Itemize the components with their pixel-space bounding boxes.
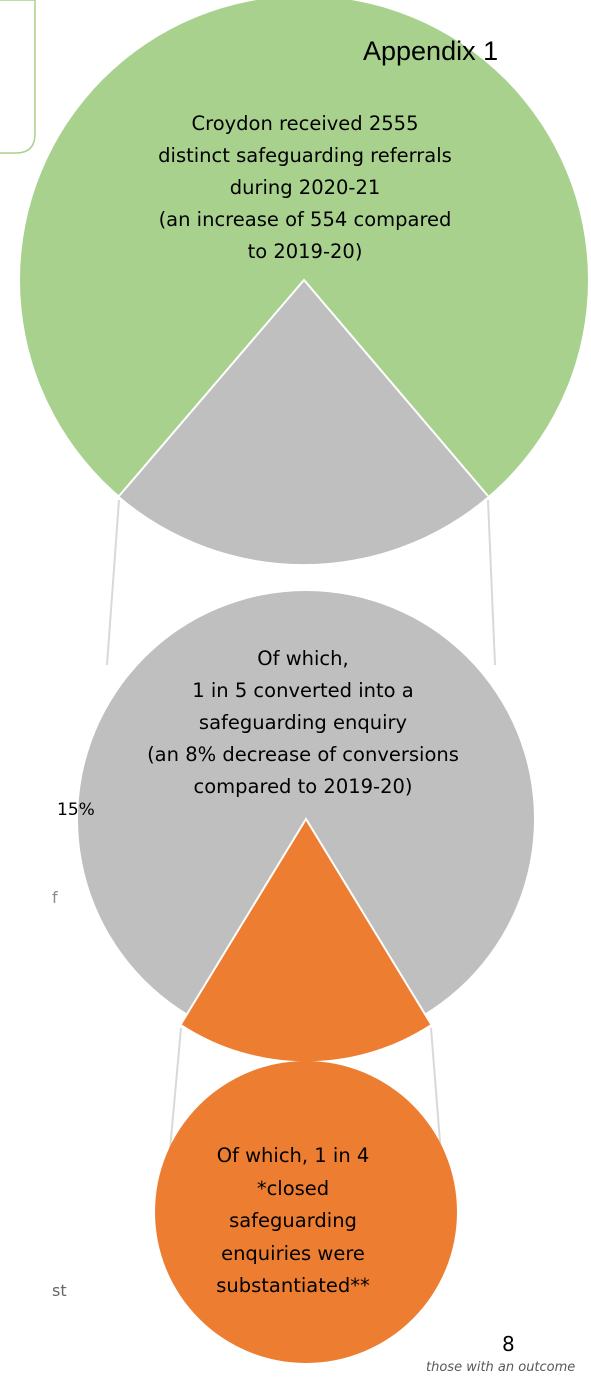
referrals-text-line: distinct safeguarding referrals bbox=[158, 144, 452, 167]
enquiries-text-line: compared to 2019-20) bbox=[193, 775, 413, 798]
enquiries-text-line: 1 in 5 converted into a bbox=[192, 679, 414, 702]
footnote: those with an outcome bbox=[426, 1360, 576, 1375]
wedge-outline bbox=[180, 817, 432, 1025]
enquiry-share-wedge bbox=[119, 280, 488, 565]
substantiated-text-line: safeguarding bbox=[229, 1209, 357, 1232]
connector-line bbox=[487, 499, 496, 666]
substantiated-share-wedge bbox=[181, 819, 431, 1062]
wedge-outline bbox=[118, 278, 489, 497]
referrals-text-line: Croydon received 2555 bbox=[191, 112, 419, 135]
substantiated-text-line: Of which, 1 in 4 bbox=[216, 1144, 370, 1167]
substantiated-text-line: enquiries were bbox=[221, 1241, 365, 1265]
enquiries-text-line: (an 8% decrease of conversions bbox=[147, 743, 459, 766]
enquiries-text-line: safeguarding enquiry bbox=[198, 711, 408, 734]
referrals-text-line: during 2020-21 bbox=[229, 176, 381, 199]
side-text-fragment: f bbox=[52, 888, 58, 907]
substantiated-circle bbox=[155, 1061, 457, 1363]
enquiries-text-line: Of which, bbox=[257, 647, 349, 670]
enquiries-text: Of which, 1 in 5 converted into a safegu… bbox=[112, 643, 494, 803]
substantiated-text-line: substantiated** bbox=[216, 1274, 370, 1297]
side-percent-text: 15% bbox=[57, 800, 95, 820]
referrals-text-line: to 2019-20) bbox=[247, 240, 363, 263]
substantiated-text-line: *closed bbox=[256, 1176, 330, 1200]
page-number: 8 bbox=[502, 1332, 515, 1356]
connector-line bbox=[106, 499, 120, 666]
callout-box bbox=[0, 0, 36, 154]
referrals-text: Croydon received 2555 distinct safeguard… bbox=[120, 108, 490, 268]
appendix-label: Appendix 1 bbox=[363, 36, 499, 66]
side-text-fragment: st bbox=[52, 1281, 67, 1300]
referrals-text-line: (an increase of 554 compared bbox=[158, 208, 452, 231]
substantiated-text: Of which, 1 in 4 *closed safeguarding en… bbox=[188, 1140, 398, 1303]
